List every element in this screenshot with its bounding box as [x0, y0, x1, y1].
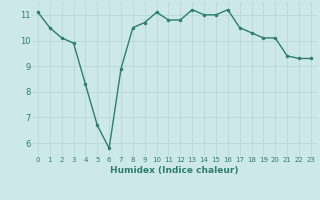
X-axis label: Humidex (Indice chaleur): Humidex (Indice chaleur): [110, 166, 239, 175]
